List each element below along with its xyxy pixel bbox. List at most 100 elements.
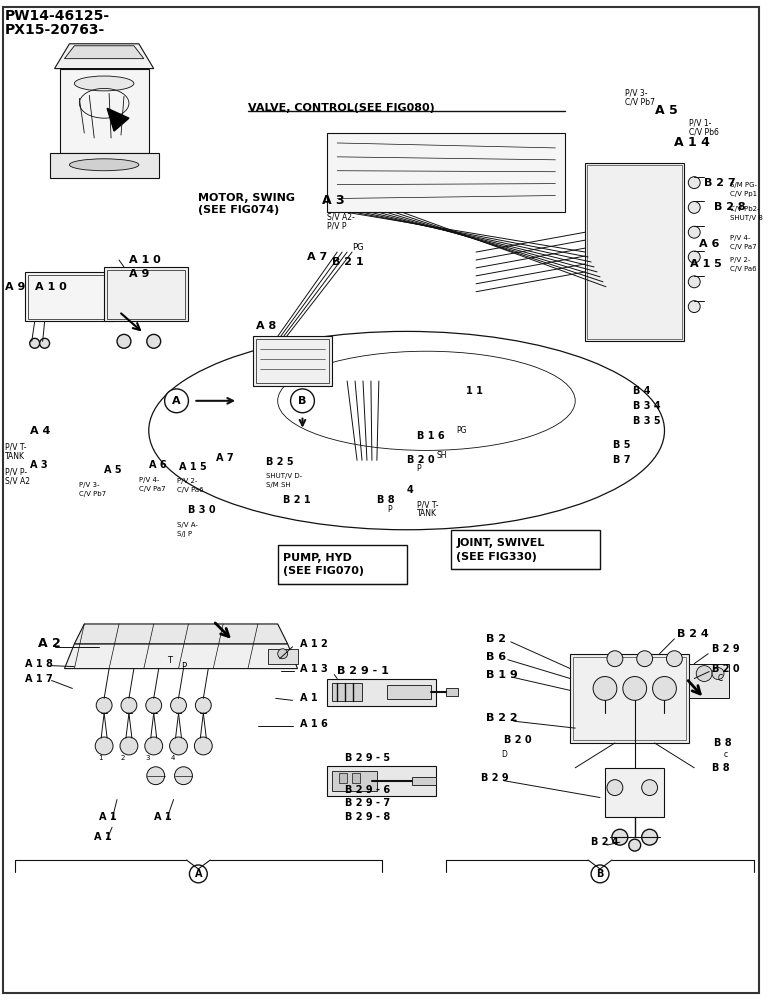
Text: VALVE, CONTROL(SEE FIG080): VALVE, CONTROL(SEE FIG080) [248,103,435,113]
Text: A 1 0: A 1 0 [129,255,161,265]
Text: A: A [194,869,202,879]
Bar [571,654,690,743]
Bar [327,133,565,212]
Circle shape [688,251,700,263]
Text: B 1 6: B 1 6 [416,431,444,441]
Text: B 2 7: B 2 7 [704,178,736,188]
Text: 1 1: 1 1 [466,386,483,396]
Bar [28,275,111,319]
Text: B 8: B 8 [714,738,732,748]
Circle shape [30,338,40,348]
Circle shape [653,677,677,700]
Circle shape [195,697,211,713]
Text: B 2 9: B 2 9 [481,773,508,783]
Bar [278,545,406,584]
Circle shape [147,334,161,348]
Text: A 6: A 6 [149,460,167,470]
Text: A 1 0: A 1 0 [35,282,67,292]
Bar [605,768,664,817]
Bar [690,664,729,698]
Text: A 6: A 6 [699,239,720,249]
Ellipse shape [74,76,134,91]
Text: PG: PG [456,426,467,435]
Text: B 2 1: B 2 1 [333,257,364,267]
Circle shape [164,389,188,413]
Bar [327,679,436,706]
Circle shape [642,829,657,845]
Circle shape [121,697,137,713]
Text: A 3: A 3 [30,460,48,470]
Text: A 7: A 7 [307,252,328,262]
Bar [327,766,436,796]
Text: B 2 1: B 2 1 [283,495,310,505]
Text: S/M PG-: S/M PG- [730,182,757,188]
Circle shape [117,334,131,348]
Text: A 1: A 1 [154,812,171,822]
Text: C/V Pa6: C/V Pa6 [177,487,204,493]
Bar [352,773,360,783]
Text: P/V T-: P/V T- [5,443,26,452]
Text: C/V Pb2-: C/V Pb2- [730,206,760,212]
Bar [333,683,362,701]
Bar [452,530,600,569]
Circle shape [96,697,112,713]
Text: P: P [387,505,392,514]
Circle shape [607,651,623,667]
Text: A 1 4: A 1 4 [674,136,710,149]
Circle shape [120,737,138,755]
Circle shape [637,651,653,667]
Polygon shape [50,153,159,178]
Circle shape [642,780,657,796]
Circle shape [40,338,50,348]
Text: B 7: B 7 [613,455,631,465]
Text: D: D [501,750,507,759]
Circle shape [712,668,724,680]
Text: B 2: B 2 [486,634,506,644]
Bar [104,267,188,321]
Circle shape [688,226,700,238]
Text: B 6: B 6 [486,652,506,662]
Text: B 2 9 - 8: B 2 9 - 8 [345,812,390,822]
Circle shape [688,276,700,288]
Circle shape [170,737,187,755]
Text: A 4: A 4 [30,426,50,436]
Text: S/V A2: S/V A2 [5,477,30,486]
Text: c: c [724,750,728,759]
Circle shape [290,389,314,413]
Circle shape [174,767,193,785]
Text: A 9: A 9 [129,269,149,279]
Text: A 1: A 1 [99,812,117,822]
Bar [107,270,185,319]
Text: SH: SH [436,451,447,460]
Text: TANK: TANK [5,452,25,461]
Text: P/V P: P/V P [327,222,347,231]
Ellipse shape [69,159,139,171]
Text: C/V Pb7: C/V Pb7 [625,98,654,107]
Text: S/V A2-: S/V A2- [327,213,355,222]
Text: MOTOR, SWING: MOTOR, SWING [198,193,296,203]
Bar [387,685,432,699]
Text: P/V P-: P/V P- [5,468,27,477]
Text: PW14-46125-: PW14-46125- [5,9,110,23]
Text: 1: 1 [98,755,103,761]
Text: B 2 4: B 2 4 [591,837,619,847]
Circle shape [194,737,212,755]
Text: A 5: A 5 [654,104,677,117]
Circle shape [623,677,647,700]
Text: S/V A-: S/V A- [177,522,197,528]
Text: PX15-20763-: PX15-20763- [5,23,105,37]
Circle shape [591,865,609,883]
Text: P/V 4-: P/V 4- [730,235,750,241]
Circle shape [667,651,682,667]
Text: B 2 4: B 2 4 [677,629,709,639]
Bar [333,771,377,791]
Circle shape [612,829,627,845]
Text: C/V Pb6: C/V Pb6 [690,128,719,137]
Text: P/V 1-: P/V 1- [690,119,712,128]
Polygon shape [55,44,154,69]
Circle shape [697,666,712,681]
Text: A 5: A 5 [104,465,122,475]
Text: B 2 9: B 2 9 [712,644,740,654]
Text: (SEE FIG070): (SEE FIG070) [283,566,364,576]
Text: 4: 4 [406,485,413,495]
